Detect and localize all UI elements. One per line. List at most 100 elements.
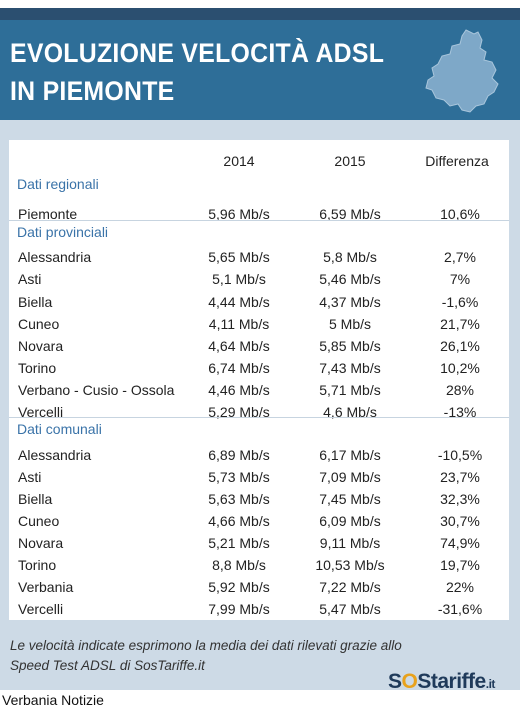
value-differenza: -1,6% — [441, 294, 479, 310]
value-2014: 5,29 Mb/s — [208, 404, 270, 420]
value-2014: 4,44 Mb/s — [208, 294, 270, 310]
value-2015: 7,43 Mb/s — [319, 360, 381, 376]
value-differenza: 30,7% — [440, 513, 480, 529]
table-row: Novara 4,64 Mb/s 5,85 Mb/s 26,1% — [0, 338, 520, 358]
table-row: Alessandria 6,89 Mb/s 6,17 Mb/s -10,5% — [0, 447, 520, 467]
row-name: Vercelli — [18, 601, 64, 617]
value-2014: 5,73 Mb/s — [208, 469, 270, 485]
value-2014: 5,92 Mb/s — [208, 579, 270, 595]
value-2014: 5,1 Mb/s — [212, 271, 266, 287]
value-differenza: 19,7% — [440, 557, 480, 573]
column-header-differenza: Differenza — [425, 153, 489, 169]
value-2015: 6,09 Mb/s — [319, 513, 381, 529]
title-line-2: IN PIEMONTE — [10, 76, 175, 106]
value-2015: 5,85 Mb/s — [319, 338, 381, 354]
footnote-line-1: Le velocità indicate esprimono la media … — [10, 638, 402, 653]
row-name: Piemonte — [18, 206, 78, 222]
value-2014: 4,64 Mb/s — [208, 338, 270, 354]
logo-o: O — [401, 670, 418, 693]
table-row: Alessandria 5,65 Mb/s 5,8 Mb/s 2,7% — [0, 249, 520, 269]
value-2014: 6,74 Mb/s — [208, 360, 270, 376]
value-differenza: -13% — [443, 404, 477, 420]
row-name: Novara — [18, 338, 64, 354]
value-2015: 7,09 Mb/s — [319, 469, 381, 485]
table-row: Vercelli 7,99 Mb/s 5,47 Mb/s -31,6% — [0, 601, 520, 621]
table-row: Asti 5,73 Mb/s 7,09 Mb/s 23,7% — [0, 469, 520, 489]
title-line-1: EVOLUZIONE VELOCITÀ ADSL — [10, 38, 385, 68]
row-name: Vercelli — [18, 404, 64, 420]
logo-tariffe: tariffe — [430, 670, 486, 693]
row-name: Cuneo — [18, 316, 60, 332]
table-row: Novara 5,21 Mb/s 9,11 Mb/s 74,9% — [0, 535, 520, 555]
value-2015: 6,17 Mb/s — [319, 447, 381, 463]
value-2015: 5,46 Mb/s — [319, 271, 381, 287]
value-2015: 5,8 Mb/s — [323, 249, 377, 265]
column-header-2014: 2014 — [223, 153, 255, 169]
table-row: Cuneo 4,66 Mb/s 6,09 Mb/s 30,7% — [0, 513, 520, 533]
value-differenza: 21,7% — [440, 316, 480, 332]
section-label: Dati provinciali — [17, 224, 109, 240]
row-name: Novara — [18, 535, 64, 551]
value-differenza: 74,9% — [440, 535, 480, 551]
value-differenza: 10,6% — [440, 206, 480, 222]
value-2015: 7,45 Mb/s — [319, 491, 381, 507]
table-row: Vercelli 5,29 Mb/s 4,6 Mb/s -13% — [0, 404, 520, 424]
section-divider — [9, 220, 509, 221]
section-label: Dati comunali — [17, 421, 102, 437]
value-2015: 7,22 Mb/s — [319, 579, 381, 595]
section-divider — [9, 417, 509, 418]
row-name: Biella — [18, 491, 53, 507]
value-2015: 5,47 Mb/s — [319, 601, 381, 617]
value-2014: 5,63 Mb/s — [208, 491, 270, 507]
top-bar — [0, 8, 520, 20]
value-2014: 6,89 Mb/s — [208, 447, 270, 463]
page-title: EVOLUZIONE VELOCITÀ ADSL IN PIEMONTE — [10, 34, 384, 110]
value-differenza: 10,2% — [440, 360, 480, 376]
row-name: Verbania — [18, 579, 74, 595]
value-2014: 4,46 Mb/s — [208, 382, 270, 398]
value-differenza: 28% — [445, 382, 475, 398]
value-differenza: -31,6% — [437, 601, 483, 617]
value-2014: 5,96 Mb/s — [208, 206, 270, 222]
value-differenza: 23,7% — [440, 469, 480, 485]
value-2014: 4,66 Mb/s — [208, 513, 270, 529]
logo-s2: S — [417, 670, 431, 693]
value-2014: 5,65 Mb/s — [208, 249, 270, 265]
row-name: Alessandria — [18, 249, 92, 265]
value-2014: 4,11 Mb/s — [208, 316, 270, 332]
value-2015: 4,6 Mb/s — [323, 404, 377, 420]
row-name: Verbano - Cusio - Ossola — [18, 382, 175, 398]
value-differenza: 7% — [449, 271, 471, 287]
row-name: Torino — [18, 360, 57, 376]
value-differenza: 22% — [445, 579, 475, 595]
value-2014: 7,99 Mb/s — [208, 601, 270, 617]
table-row: Torino 8,8 Mb/s 10,53 Mb/s 19,7% — [0, 557, 520, 577]
value-2015: 6,59 Mb/s — [319, 206, 381, 222]
row-name: Alessandria — [18, 447, 92, 463]
table-row: Torino 6,74 Mb/s 7,43 Mb/s 10,2% — [0, 360, 520, 380]
footnote: Le velocità indicate esprimono la media … — [10, 636, 480, 676]
row-name: Asti — [18, 271, 42, 287]
value-differenza: 32,3% — [440, 491, 480, 507]
row-name: Biella — [18, 294, 53, 310]
value-2014: 5,21 Mb/s — [208, 535, 270, 551]
top-strip — [0, 0, 520, 8]
logo-s1: S — [388, 670, 402, 693]
value-2015: 9,11 Mb/s — [319, 535, 381, 551]
value-2014: 8,8 Mb/s — [212, 557, 266, 573]
table-row: Biella 4,44 Mb/s 4,37 Mb/s -1,6% — [0, 294, 520, 314]
table-row: Biella 5,63 Mb/s 7,45 Mb/s 32,3% — [0, 491, 520, 511]
value-2015: 5 Mb/s — [328, 316, 371, 332]
value-2015: 10,53 Mb/s — [315, 557, 385, 573]
section-label: Dati regionali — [17, 176, 99, 192]
piemonte-map-icon — [425, 29, 499, 113]
table-row: Piemonte 5,96 Mb/s 6,59 Mb/s 10,6% — [0, 206, 520, 226]
logo-it: .it — [485, 677, 496, 691]
footnote-line-2: Speed Test ADSL di SosTariffe.it — [10, 658, 205, 673]
column-header-2015: 2015 — [334, 153, 366, 169]
table-row: Verbania 5,92 Mb/s 7,22 Mb/s 22% — [0, 579, 520, 599]
row-name: Torino — [18, 557, 57, 573]
source-credit: Verbania Notizie — [2, 692, 104, 708]
row-name: Asti — [18, 469, 42, 485]
table-row: Asti 5,1 Mb/s 5,46 Mb/s 7% — [0, 271, 520, 291]
